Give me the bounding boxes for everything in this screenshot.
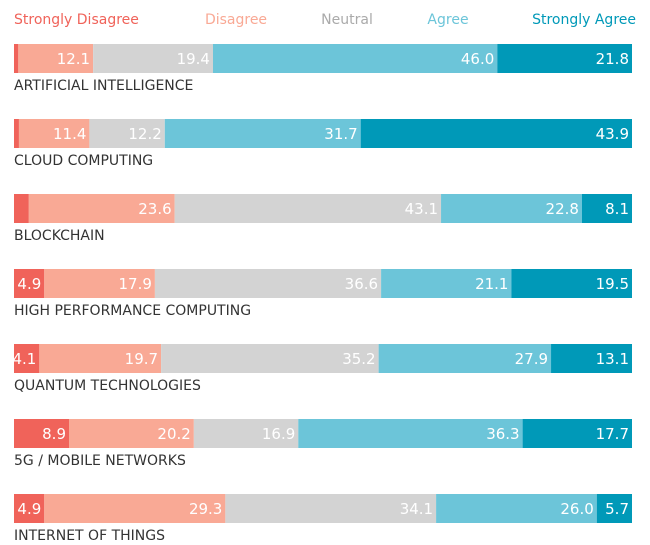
bar-segment: [436, 494, 597, 523]
category-label: BLOCKCHAIN: [14, 228, 105, 244]
legend-label: Agree: [427, 12, 468, 28]
bar-segment: [14, 119, 19, 148]
bar-segment: [522, 419, 632, 448]
bar-segment: [14, 344, 40, 373]
bar-segment: [44, 269, 155, 298]
value-label: 19.7: [125, 350, 158, 368]
bar-segment: [360, 119, 632, 148]
value-label: 22.8: [546, 200, 579, 218]
bar-segment: [497, 44, 632, 73]
bar-segment: [93, 44, 213, 73]
value-label: 43.9: [596, 125, 629, 143]
bar-segment: [212, 44, 498, 73]
value-label: 36.6: [345, 275, 378, 293]
category-label: QUANTUM TECHNOLOGIES: [14, 378, 201, 394]
bar-segment: [381, 269, 512, 298]
value-label: 19.4: [177, 50, 210, 68]
value-label: 19.5: [596, 275, 629, 293]
category-label: ARTIFICIAL INTELLIGENCE: [14, 78, 193, 94]
value-label: 17.9: [118, 275, 151, 293]
value-label: 46.0: [461, 50, 494, 68]
value-label: 34.1: [400, 500, 433, 518]
value-label: 17.7: [596, 425, 629, 443]
bar-segment: [39, 344, 162, 373]
bar-segment: [596, 494, 632, 523]
legend-label: Strongly Disagree: [14, 12, 139, 28]
bar-segment: [14, 44, 19, 73]
category-label: CLOUD COMPUTING: [14, 153, 153, 169]
bar-segment: [14, 194, 29, 223]
bar-segment: [161, 344, 379, 373]
value-label: 4.1: [12, 350, 36, 368]
bar-segment: [28, 194, 175, 223]
value-label: 31.7: [324, 125, 357, 143]
bar-segment: [551, 344, 632, 373]
category-label: HIGH PERFORMANCE COMPUTING: [14, 303, 251, 319]
bar-segment: [225, 494, 437, 523]
bar-segment: [378, 344, 552, 373]
value-label: 16.9: [262, 425, 295, 443]
value-label: 4.9: [17, 500, 41, 518]
value-label: 21.1: [475, 275, 508, 293]
legend-label: Disagree: [205, 12, 267, 28]
bar-segment: [14, 269, 45, 298]
value-label: 4.9: [17, 275, 41, 293]
value-label: 8.9: [42, 425, 66, 443]
category-label: 5G / MOBILE NETWORKS: [14, 453, 186, 469]
legend-label: Strongly Agree: [532, 12, 636, 28]
bar-segment: [511, 269, 632, 298]
value-label: 35.2: [342, 350, 375, 368]
value-label: 43.1: [405, 200, 438, 218]
value-label: 21.8: [596, 50, 629, 68]
value-label: 12.2: [128, 125, 161, 143]
bar-segment: [441, 194, 582, 223]
bar-segment: [298, 419, 523, 448]
value-label: 12.1: [57, 50, 90, 68]
bar-segment: [14, 494, 45, 523]
value-label: 29.3: [189, 500, 222, 518]
value-label: 8.1: [605, 200, 629, 218]
value-label: 36.3: [486, 425, 519, 443]
bar-segment: [44, 494, 226, 523]
bar-segment: [164, 119, 361, 148]
bar-segment: [193, 419, 299, 448]
value-label: 23.6: [138, 200, 171, 218]
bar-segment: [69, 419, 194, 448]
bar-segment: [154, 269, 382, 298]
value-label: 5.7: [605, 500, 629, 518]
value-label: 13.1: [596, 350, 629, 368]
value-label: 27.9: [515, 350, 548, 368]
bar-segment: [581, 194, 632, 223]
value-label: 20.2: [157, 425, 190, 443]
legend-label: Neutral: [321, 12, 373, 28]
value-label: 26.0: [560, 500, 593, 518]
bar-segment: [174, 194, 442, 223]
value-label: 11.4: [53, 125, 86, 143]
category-label: INTERNET OF THINGS: [14, 528, 165, 544]
bar-segment: [14, 419, 70, 448]
bar-segment: [18, 44, 94, 73]
bar-segment: [89, 119, 165, 148]
bar-segment: [18, 119, 90, 148]
